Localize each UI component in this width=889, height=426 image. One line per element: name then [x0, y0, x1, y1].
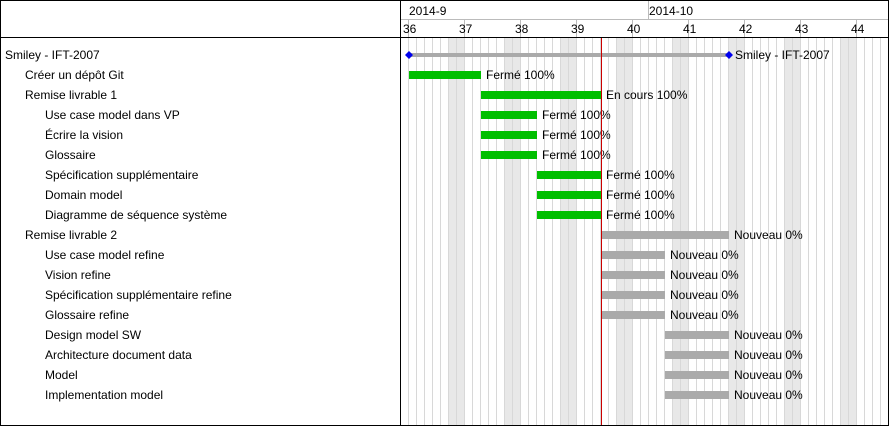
issue-link[interactable]: Glossaire — [45, 148, 96, 162]
task-status-label: Nouveau 0% — [734, 228, 803, 242]
task-status-label: Nouveau 0% — [670, 288, 739, 302]
task-bar — [409, 71, 481, 79]
task-status-label: Fermé 100% — [606, 168, 675, 182]
task-bar — [601, 311, 665, 319]
task-bar — [601, 251, 665, 259]
week-label: 40 — [627, 22, 641, 36]
month-label: 2014-10 — [649, 4, 693, 18]
issue-link[interactable]: Use case model refine — [45, 248, 165, 262]
milestone-diamond — [405, 51, 413, 59]
gantt-svg: 2014-9 2014-10 36 37 38 39 40 41 42 43 44 Smiley - … — [401, 1, 888, 425]
issue-link[interactable]: Use case model dans VP — [45, 108, 180, 122]
project-link[interactable]: Smiley - IFT-2007 — [5, 48, 100, 62]
task-status-label: Nouveau 0% — [670, 248, 739, 262]
week-label: 37 — [459, 22, 473, 36]
task-status-label: Nouveau 0% — [670, 308, 739, 322]
task-status-label: Nouveau 0% — [734, 368, 803, 382]
task-bar — [665, 391, 729, 399]
task-bar — [601, 271, 665, 279]
task-status-label: Nouveau 0% — [670, 268, 739, 282]
task-bar — [537, 171, 601, 179]
header-divider — [1, 37, 888, 38]
issue-link[interactable]: Écrire la vision — [45, 128, 124, 142]
task-status-label: Fermé 100% — [606, 208, 675, 222]
issue-link[interactable]: Créer un dépôt Git — [25, 68, 124, 82]
issue-link[interactable]: Glossaire refine — [45, 308, 130, 322]
task-status-label: Nouveau 0% — [734, 348, 803, 362]
task-status-label: Nouveau 0% — [734, 388, 803, 402]
task-bar — [665, 371, 729, 379]
gantt-chart-area: 2014-9 2014-10 36 37 38 39 40 41 42 43 44 Smiley - … — [401, 1, 888, 425]
issue-link[interactable]: Diagramme de séquence système — [45, 208, 228, 222]
task-bar — [665, 331, 729, 339]
week-label: 42 — [739, 22, 753, 36]
task-status-label: Fermé 100% — [606, 188, 675, 202]
issue-link[interactable]: Model — [45, 368, 78, 382]
task-bar — [537, 191, 601, 199]
milestone-diamond — [725, 51, 733, 59]
task-status-label: Fermé 100% — [486, 68, 555, 82]
task-bar — [537, 211, 601, 219]
task-bar — [601, 291, 665, 299]
issue-link[interactable]: Implementation model — [45, 388, 164, 402]
week-label: 41 — [683, 22, 697, 36]
task-bar — [481, 91, 601, 99]
task-status-label: Fermé 100% — [542, 128, 611, 142]
project-bar-label: Smiley - IFT-2007 — [735, 48, 830, 62]
issue-link[interactable]: Vision refine — [45, 268, 111, 282]
week-label: 39 — [571, 22, 585, 36]
task-bar — [481, 111, 537, 119]
subjects-header — [1, 1, 400, 37]
issue-link[interactable]: Architecture document data — [45, 348, 192, 362]
week-label: 43 — [795, 22, 809, 36]
task-status-label: En cours 100% — [606, 88, 688, 102]
issue-link[interactable]: Spécification supplémentaire refine — [45, 288, 232, 302]
subjects-panel: Smiley - IFT-2007 Créer un dépôt Git Remis… — [1, 1, 400, 425]
project-bar — [409, 53, 729, 57]
task-status-label: Fermé 100% — [542, 148, 611, 162]
task-bar — [481, 131, 537, 139]
issue-link[interactable]: Remise livrable 1 — [25, 88, 118, 102]
issue-link[interactable]: Domain model — [45, 188, 123, 202]
issue-link[interactable]: Design model SW — [45, 328, 142, 342]
week-label: 36 — [403, 22, 417, 36]
week-label: 44 — [851, 22, 865, 36]
week-label: 38 — [515, 22, 529, 36]
issue-link[interactable]: Spécification supplémentaire — [45, 168, 199, 182]
task-bar — [481, 151, 537, 159]
month-label: 2014-9 — [409, 4, 447, 18]
panel-divider — [400, 1, 401, 425]
task-bar — [665, 351, 729, 359]
task-bar — [601, 231, 729, 239]
task-status-label: Fermé 100% — [542, 108, 611, 122]
task-status-label: Nouveau 0% — [734, 328, 803, 342]
issue-link[interactable]: Remise livrable 2 — [25, 228, 118, 242]
